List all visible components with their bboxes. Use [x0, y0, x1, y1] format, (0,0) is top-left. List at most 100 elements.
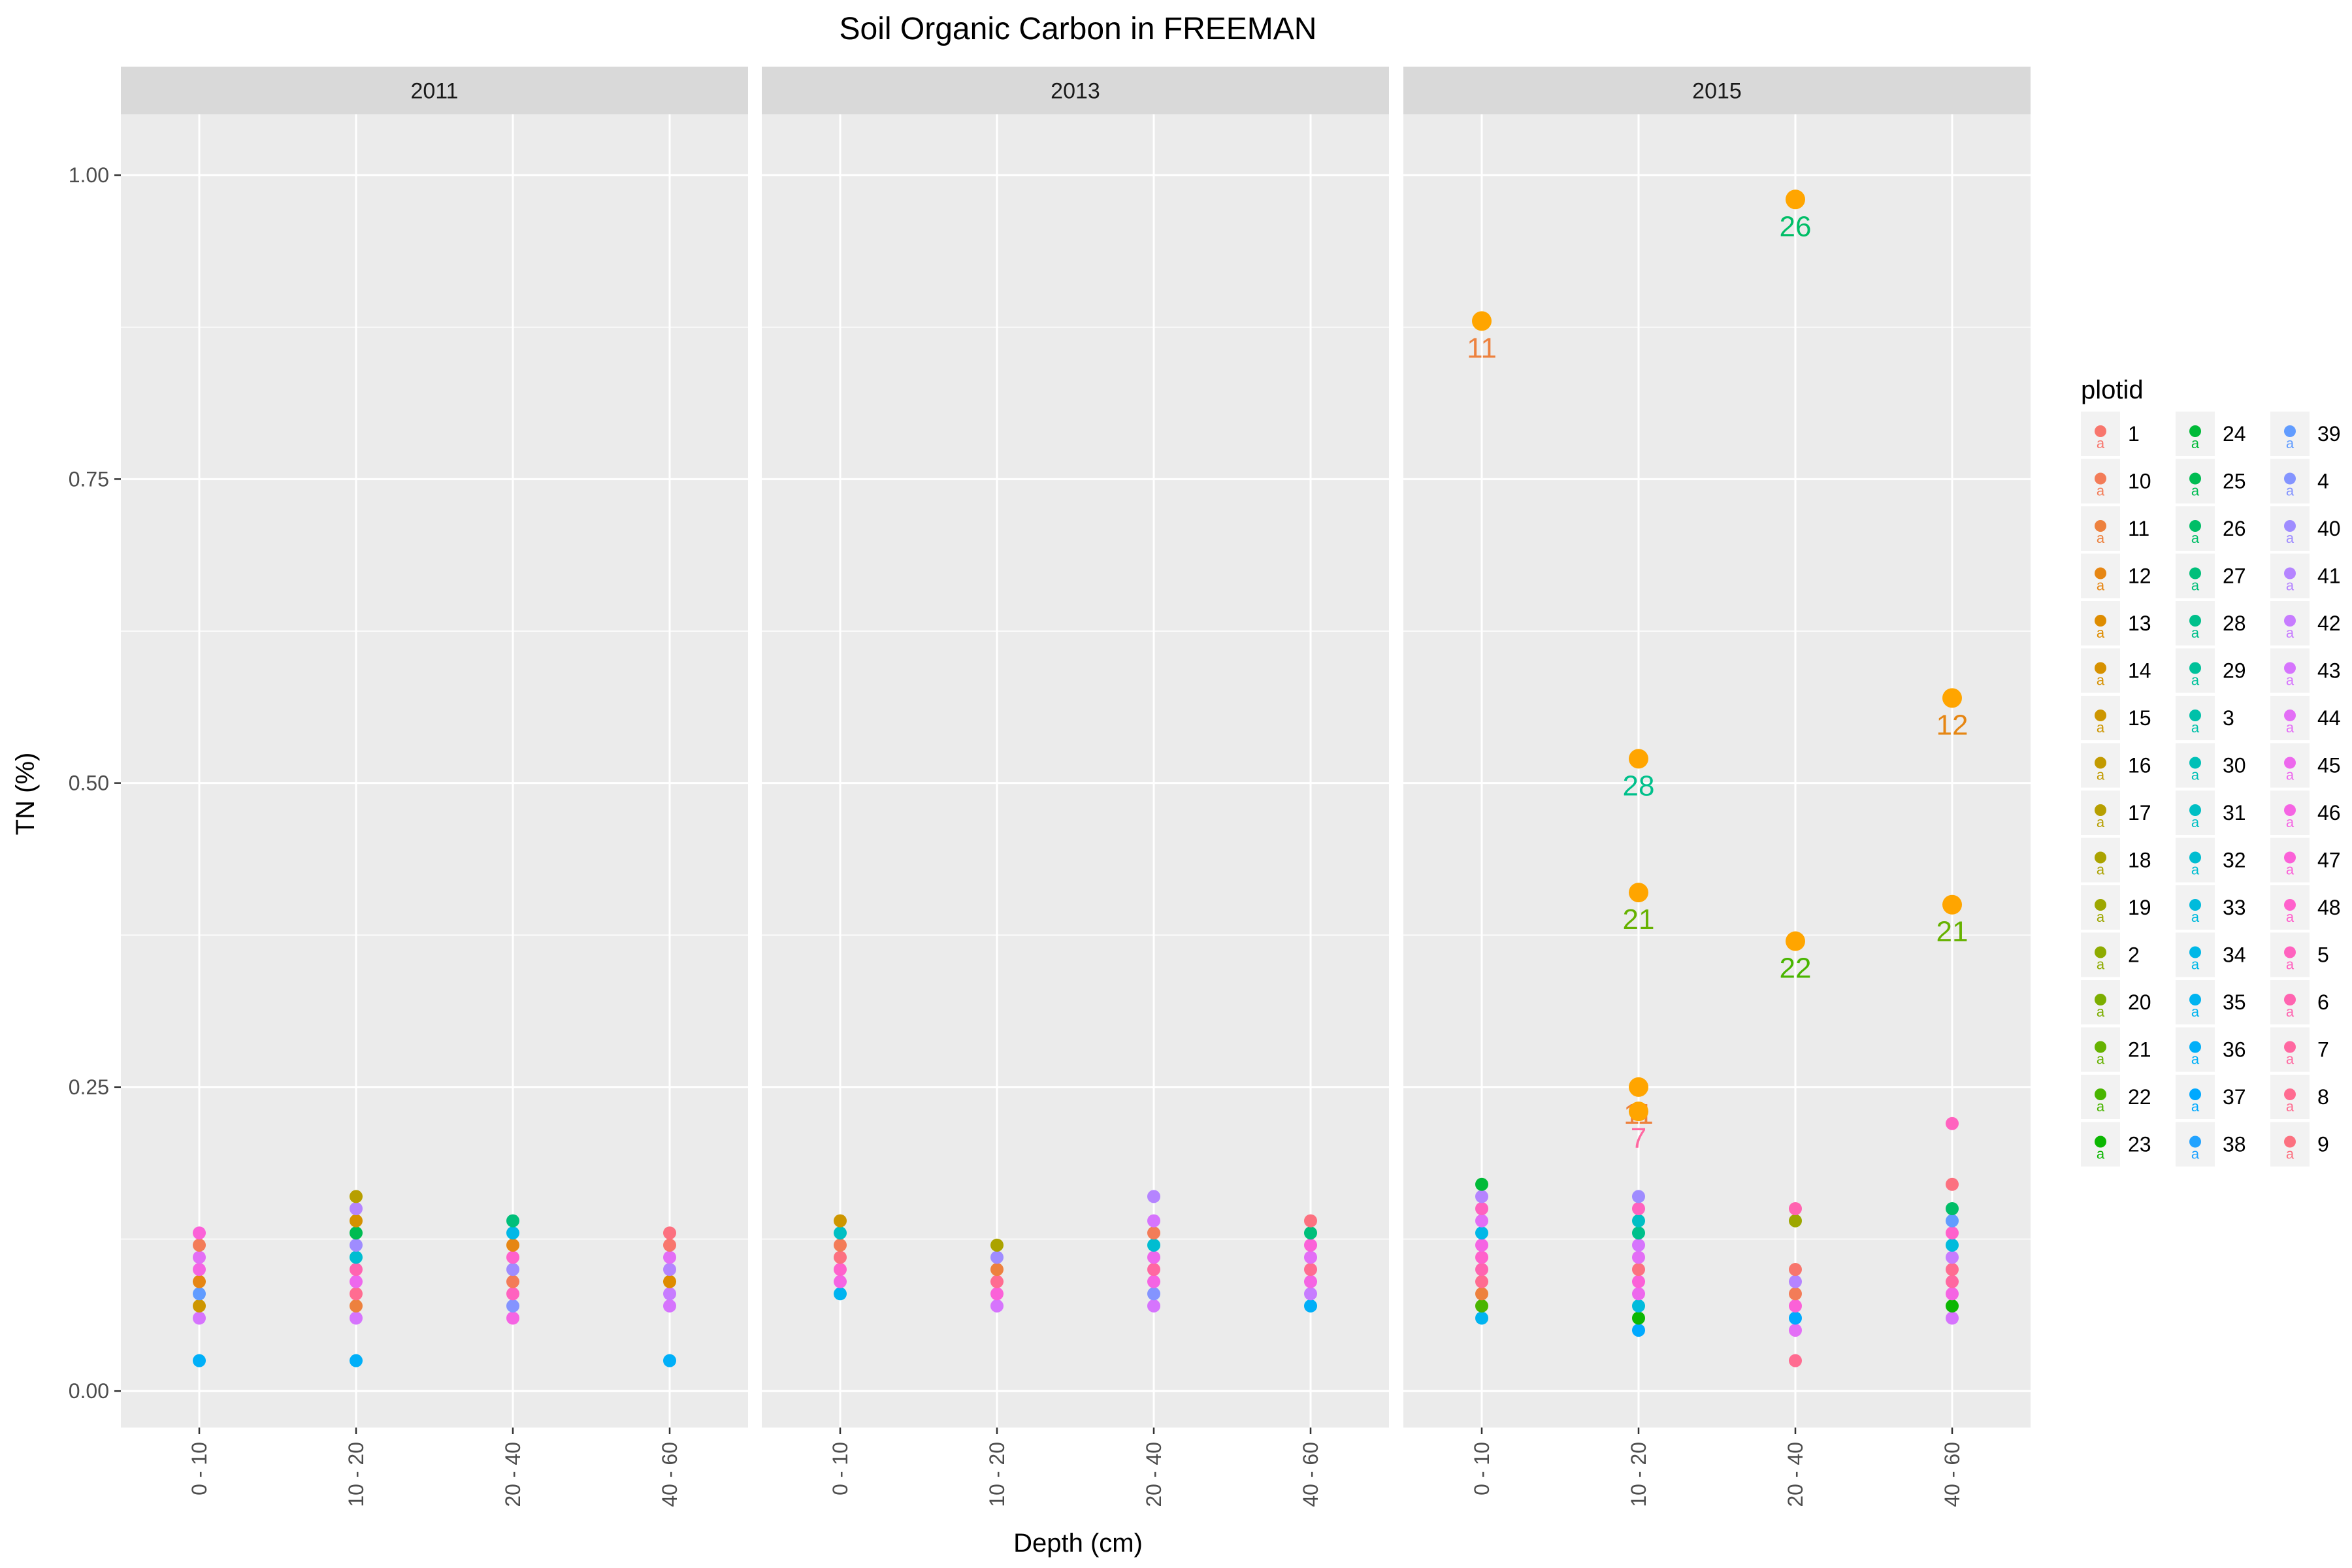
- legend-label: 35: [2223, 990, 2246, 1014]
- data-point: [1475, 1238, 1488, 1252]
- legend-title: plotid: [2081, 376, 2144, 404]
- x-tick-label: 0 - 10: [828, 1442, 852, 1495]
- legend-key-glyph: a: [2191, 1004, 2200, 1020]
- point-annotation: 21: [1623, 904, 1655, 936]
- legend-item: a 40: [2270, 506, 2341, 551]
- data-point: [1147, 1250, 1160, 1264]
- legend-label: 28: [2223, 612, 2246, 635]
- data-point: [350, 1190, 363, 1203]
- legend-key-glyph: a: [2191, 909, 2200, 925]
- data-point: [350, 1354, 363, 1367]
- legend-marker: [2284, 710, 2296, 721]
- facet-strip-label: 2015: [1692, 79, 1742, 104]
- data-point: [1147, 1190, 1160, 1203]
- legend-key-glyph: a: [2097, 1004, 2105, 1020]
- legend-key-glyph: a: [2097, 578, 2105, 594]
- legend-item: a 13: [2081, 601, 2151, 645]
- data-point: [350, 1226, 363, 1240]
- legend-marker: [2284, 472, 2296, 485]
- data-point: [350, 1275, 363, 1288]
- data-point: [506, 1226, 519, 1240]
- legend-label: 16: [2128, 754, 2151, 777]
- data-point: [1475, 1250, 1488, 1264]
- legend-key-glyph: a: [2286, 578, 2295, 594]
- legend-label: 18: [2128, 849, 2151, 872]
- legend-label: 40: [2317, 517, 2341, 540]
- legend: plotid a 1a 10a 11a 12a 13a 14a 15a 16a 17a 18a 19a…: [2081, 376, 2341, 1167]
- data-point: [506, 1214, 519, 1228]
- legend-marker: [2189, 1088, 2201, 1100]
- legend-key-glyph: a: [2097, 814, 2105, 830]
- legend-item: a 28: [2176, 601, 2246, 645]
- data-point: [1946, 1311, 1959, 1325]
- data-point: [1632, 1226, 1645, 1240]
- legend-label: 21: [2128, 1038, 2151, 1062]
- legend-item: a 12: [2081, 553, 2151, 598]
- legend-key-glyph: a: [2191, 530, 2200, 546]
- x-tick-label: 10 - 20: [344, 1442, 368, 1507]
- data-point: [1946, 1238, 1959, 1252]
- legend-marker: [2095, 1088, 2106, 1100]
- data-point: [834, 1287, 847, 1301]
- legend-marker: [2284, 899, 2296, 911]
- point-annotation: 26: [1780, 210, 1812, 242]
- legend-key-glyph: a: [2286, 1004, 2295, 1020]
- legend-key-glyph: a: [2191, 672, 2200, 689]
- legend-label: 6: [2317, 990, 2329, 1014]
- legend-item: a 48: [2270, 885, 2341, 930]
- legend-marker: [2189, 662, 2201, 674]
- data-point: [1789, 1263, 1802, 1277]
- x-tick-label: 40 - 60: [1940, 1442, 1964, 1507]
- data-point: [1147, 1226, 1160, 1240]
- highlight-point: [1629, 1077, 1648, 1097]
- data-point: [1147, 1214, 1160, 1228]
- data-point: [1946, 1299, 1959, 1313]
- legend-label: 19: [2128, 896, 2151, 919]
- legend-marker: [2189, 472, 2201, 485]
- data-point: [193, 1287, 206, 1301]
- data-point: [834, 1214, 847, 1228]
- data-point: [1632, 1263, 1645, 1277]
- legend-marker: [2095, 615, 2106, 627]
- legend-marker: [2095, 472, 2106, 485]
- data-point: [1946, 1214, 1959, 1228]
- legend-label: 13: [2128, 612, 2151, 635]
- legend-marker: [2284, 520, 2296, 532]
- data-point: [1789, 1202, 1802, 1215]
- legend-key-glyph: a: [2097, 909, 2105, 925]
- legend-item: a 37: [2176, 1075, 2246, 1119]
- data-point: [1304, 1250, 1317, 1264]
- legend-key-glyph: a: [2286, 530, 2295, 546]
- legend-marker: [2189, 804, 2201, 816]
- legend-marker: [2189, 567, 2201, 580]
- legend-item: a 31: [2176, 791, 2246, 835]
- x-tick-label: 20 - 40: [1142, 1442, 1166, 1507]
- facet-strip-label: 2011: [410, 79, 458, 104]
- legend-key-glyph: a: [2097, 767, 2105, 783]
- legend-item: a 23: [2081, 1122, 2151, 1167]
- data-point: [1475, 1177, 1488, 1191]
- data-point: [193, 1263, 206, 1277]
- legend-item: a 36: [2176, 1027, 2246, 1072]
- legend-marker: [2095, 1135, 2106, 1148]
- legend-label: 37: [2223, 1085, 2246, 1109]
- legend-key-glyph: a: [2097, 1146, 2105, 1162]
- legend-label: 39: [2317, 422, 2341, 446]
- data-point: [1147, 1299, 1160, 1313]
- legend-marker: [2095, 851, 2106, 864]
- legend-item: a 17: [2081, 791, 2151, 835]
- legend-label: 48: [2317, 896, 2341, 919]
- legend-key-glyph: a: [2097, 625, 2105, 641]
- legend-label: 15: [2128, 706, 2151, 730]
- facet-panel-2013: 2013 0 - 10 10 - 20 20 - 40 40 - 60: [762, 67, 1389, 1507]
- legend-label: 7: [2317, 1038, 2329, 1062]
- data-point: [834, 1250, 847, 1264]
- data-point: [1147, 1263, 1160, 1277]
- x-axis-title: Depth (cm): [1013, 1529, 1143, 1558]
- legend-key-glyph: a: [2097, 1051, 2105, 1068]
